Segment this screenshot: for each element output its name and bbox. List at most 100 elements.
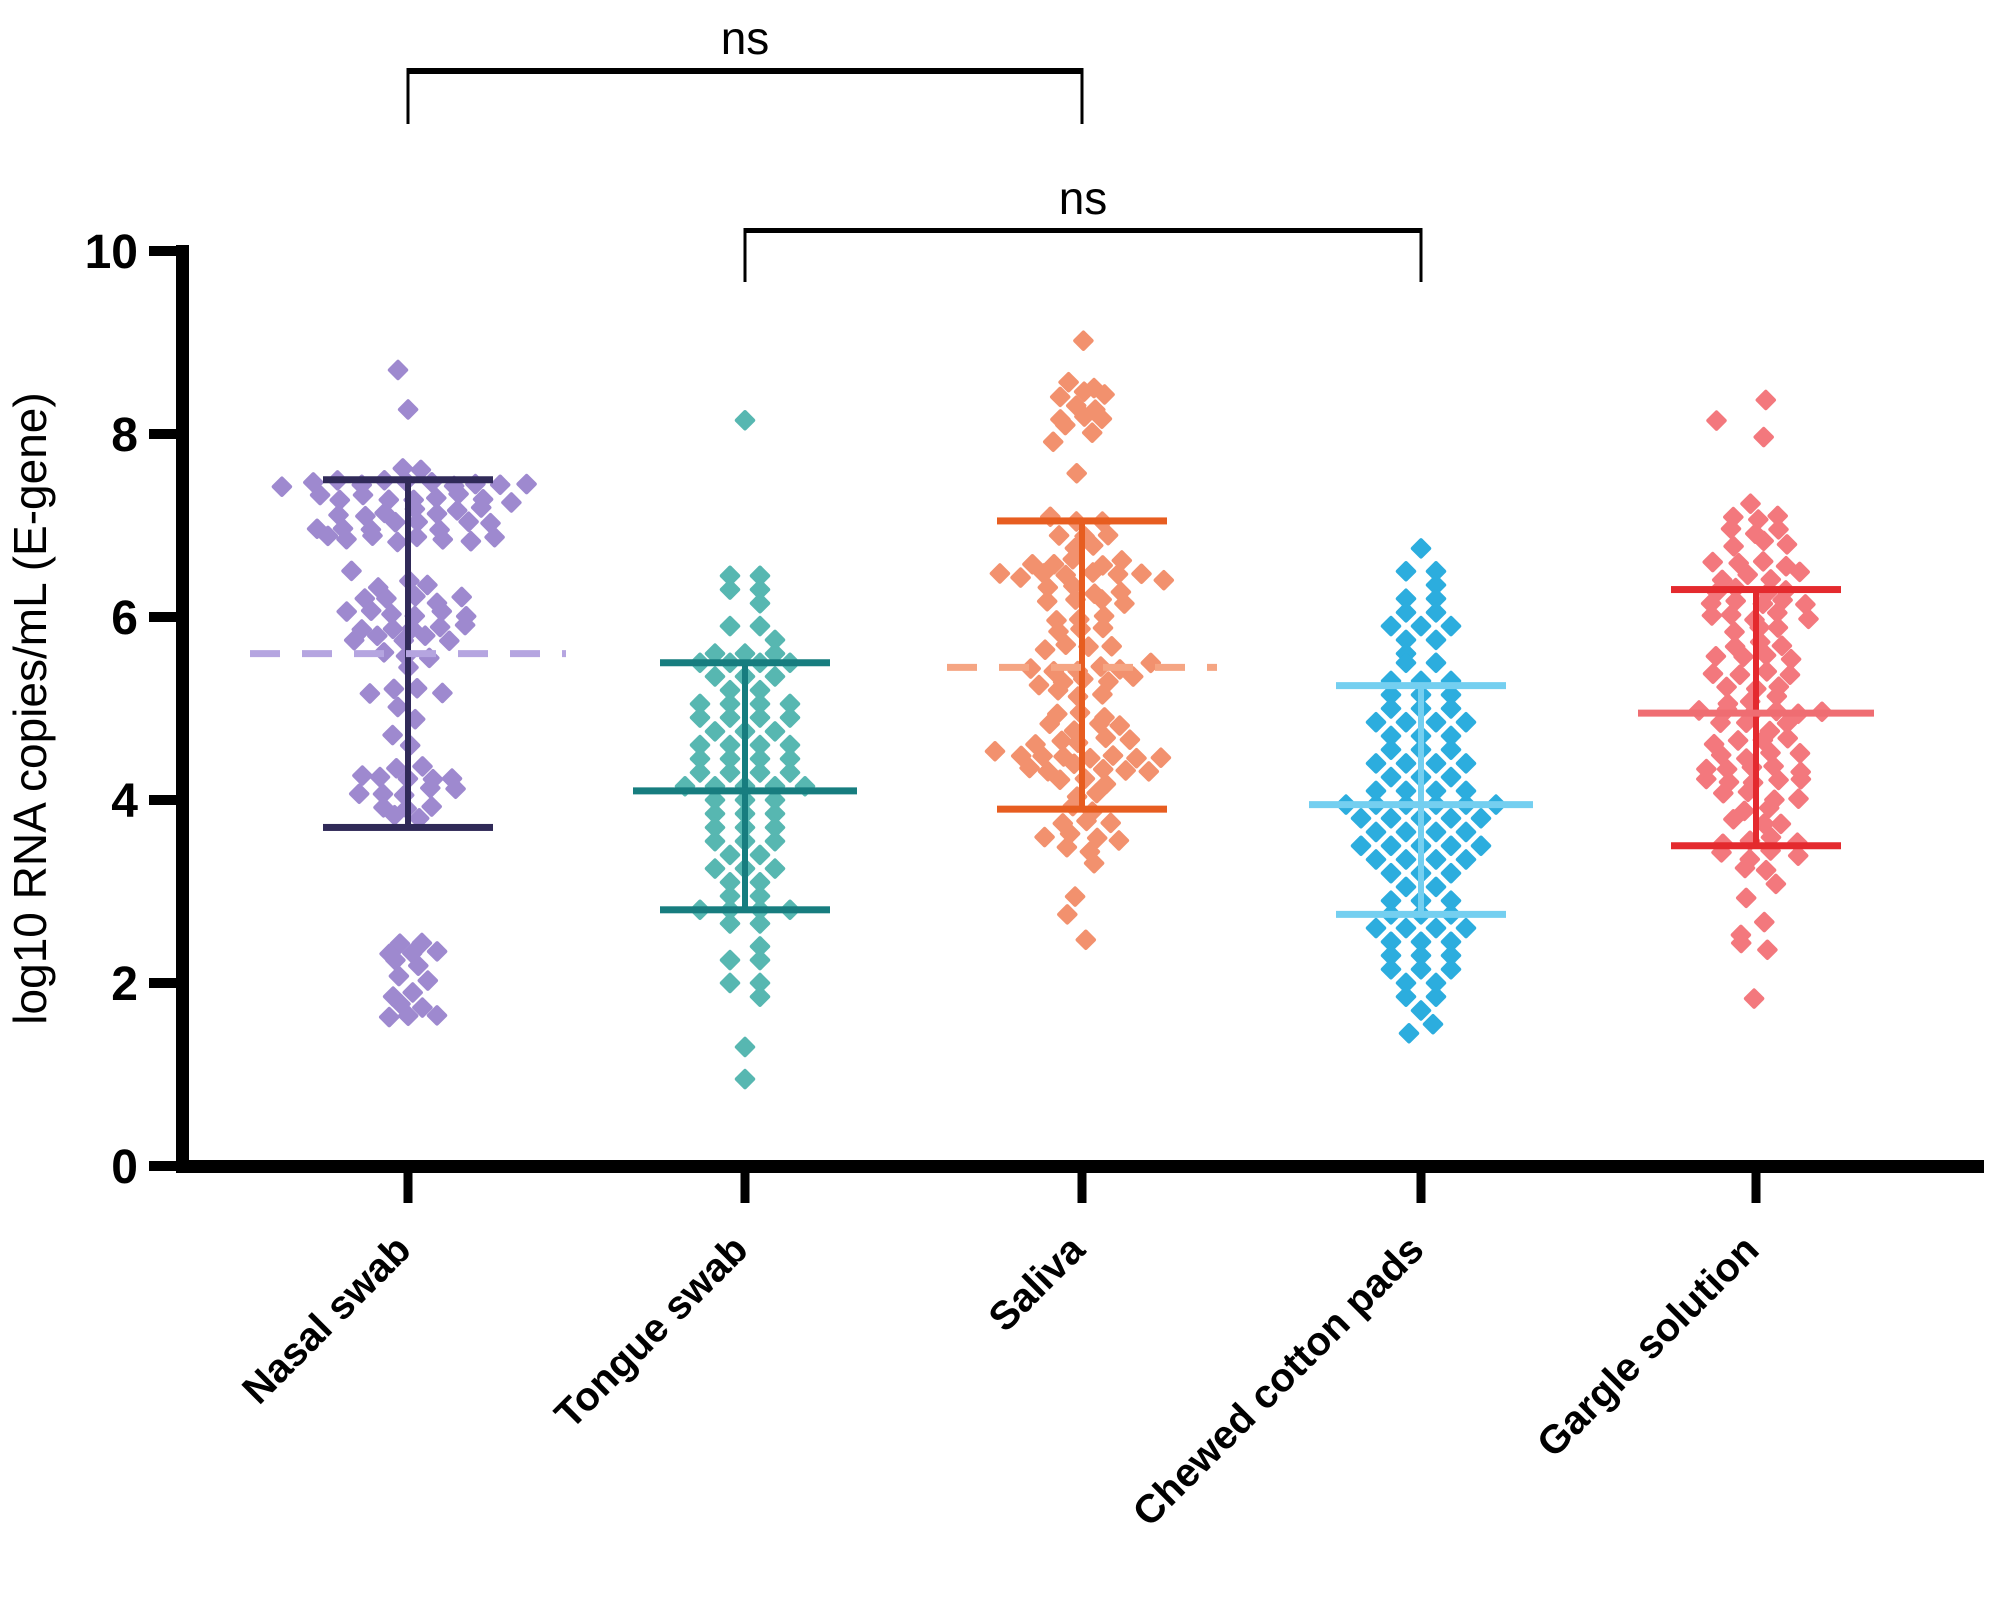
y-tick-label: 2 (111, 958, 138, 1011)
data-point (1758, 797, 1780, 819)
data-point (1395, 561, 1417, 582)
x-axis-line (176, 1160, 1984, 1173)
data-point (402, 982, 423, 1003)
data-point (376, 588, 397, 609)
data-point (412, 997, 433, 1018)
data-point (1039, 713, 1060, 735)
data-point (420, 777, 441, 799)
data-point (719, 949, 741, 971)
data-point (367, 625, 388, 647)
data-point (1076, 810, 1097, 832)
whisker-cap-bottom (660, 906, 830, 914)
data-point (764, 830, 786, 852)
whisker-cap-bottom (1336, 910, 1506, 918)
data-point (749, 936, 771, 957)
error-bar-line (1753, 589, 1759, 846)
data-point (689, 707, 711, 728)
data-point (749, 615, 771, 637)
data-point (1365, 821, 1387, 843)
data-point (1055, 634, 1077, 655)
data-point (1425, 972, 1447, 994)
data-point (1470, 808, 1492, 829)
data-point (470, 497, 492, 518)
data-point (1066, 463, 1087, 484)
data-point (1063, 575, 1084, 597)
data-point (1395, 821, 1417, 843)
data-point (749, 693, 771, 715)
data-point (1440, 725, 1462, 747)
data-point (1102, 745, 1124, 766)
data-point (719, 885, 741, 907)
data-point (1705, 646, 1727, 667)
data-point (1425, 753, 1447, 774)
data-point (749, 762, 771, 783)
data-point (421, 796, 442, 817)
data-point (1108, 830, 1130, 851)
data-point (432, 529, 454, 550)
data-point (1455, 780, 1477, 802)
data-point (779, 762, 801, 783)
data-point (1767, 505, 1788, 527)
data-point (749, 579, 771, 600)
data-point (1049, 386, 1071, 408)
data-point (1440, 808, 1462, 829)
x-tick (1751, 1173, 1761, 1203)
axes: 0 2 4 6 8 10 log10 RNA copies/mL (E-gene) Nasal… (4, 226, 1984, 1535)
data-point (1047, 680, 1069, 701)
data-point (704, 858, 726, 879)
data-point (1425, 629, 1447, 651)
data-point (1073, 330, 1094, 351)
group-gargle-solution (1688, 389, 1833, 1009)
whisker-cap-top (1671, 586, 1841, 594)
data-point (341, 560, 362, 582)
data-point (734, 1036, 756, 1058)
data-point (749, 679, 771, 701)
data-point (417, 574, 438, 596)
data-point (989, 563, 1011, 584)
whisker-cap-bottom (997, 805, 1167, 813)
y-tick-label: 6 (111, 592, 138, 645)
data-point (1398, 1023, 1420, 1044)
data-point (1788, 788, 1809, 809)
data-point (1440, 959, 1462, 980)
data-point (412, 756, 433, 777)
data-point (1755, 859, 1777, 881)
data-point (1126, 747, 1147, 769)
data-point (1425, 849, 1447, 870)
data-point (1716, 676, 1737, 698)
data-point (1109, 715, 1130, 736)
data-point (454, 614, 476, 636)
data-point (749, 972, 771, 994)
data-point (397, 1005, 419, 1027)
data-point (984, 741, 1006, 762)
error-bar-line (742, 662, 748, 910)
whisker-cap-top (997, 517, 1167, 525)
data-point (387, 359, 409, 381)
data-point (1766, 686, 1788, 707)
data-point (1455, 917, 1477, 939)
data-point (1755, 645, 1777, 666)
data-point (1754, 911, 1775, 933)
data-point (1380, 684, 1402, 706)
data-point (764, 643, 786, 664)
data-point (1780, 648, 1802, 670)
data-point (426, 1005, 448, 1026)
error-bar-chewed-cotton-pads (1309, 682, 1533, 918)
y-axis-title: log10 RNA copies/mL (E-gene) (4, 392, 56, 1024)
bracket-horizontal (743, 228, 1423, 233)
data-point (1410, 538, 1432, 559)
data-point (382, 724, 403, 746)
data-point (1720, 604, 1742, 626)
x-tick (403, 1173, 413, 1203)
data-point (1713, 782, 1734, 804)
data-point (719, 762, 741, 783)
data-point (1765, 873, 1787, 895)
error-bar-gargle-solution (1638, 586, 1874, 850)
bracket-horizontal (406, 68, 1084, 74)
data-point (779, 693, 801, 715)
data-point (1753, 530, 1774, 552)
data-point (1470, 835, 1492, 857)
data-point (1042, 431, 1064, 453)
data-point (749, 844, 771, 866)
data-point (1019, 757, 1040, 779)
